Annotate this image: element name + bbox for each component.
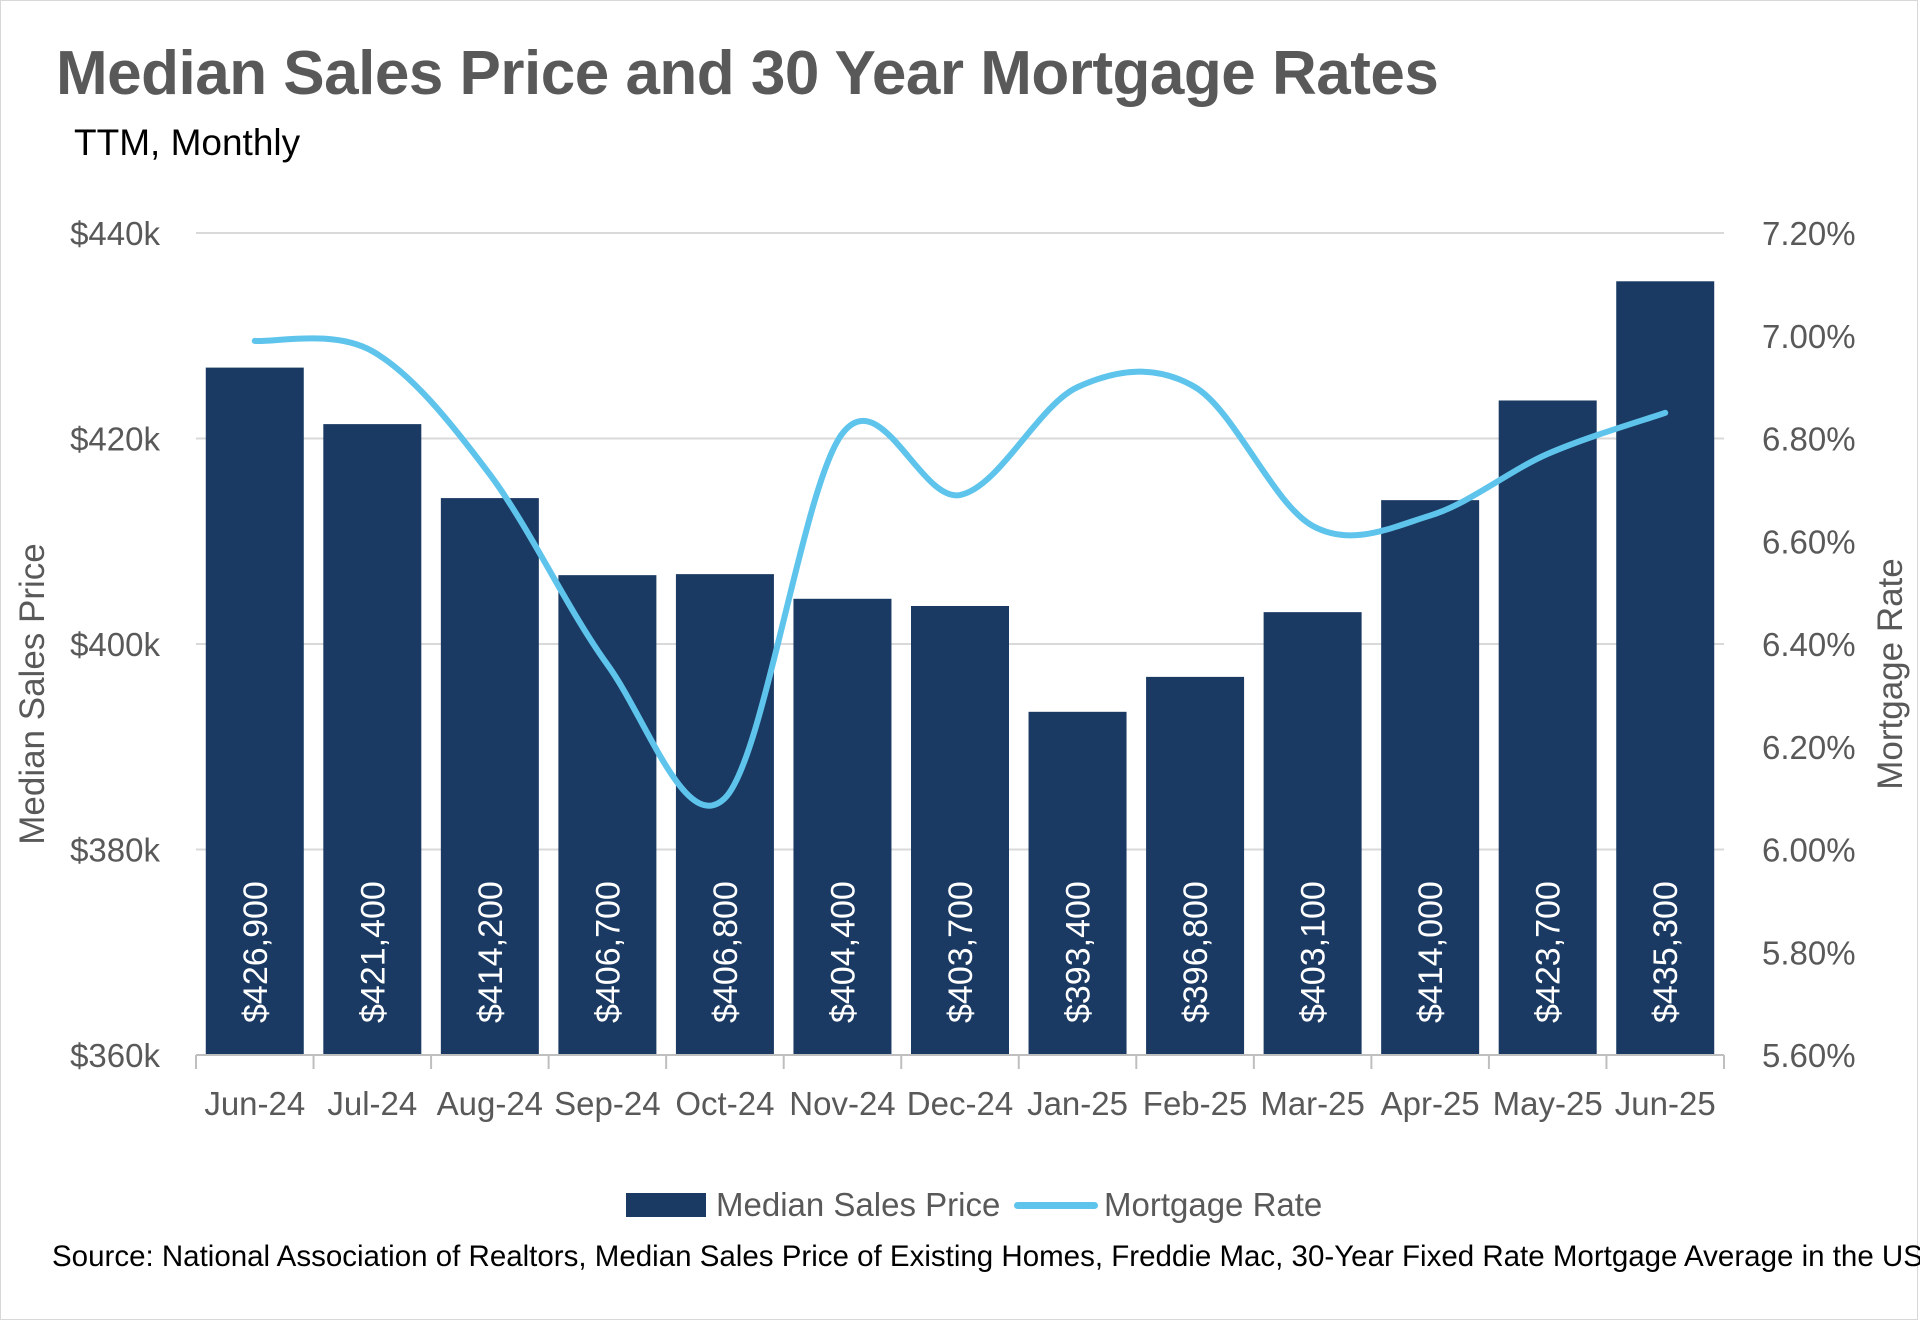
x-tick-label: Mar-25 bbox=[1260, 1085, 1365, 1122]
y-left-axis-title: Median Sales Price bbox=[13, 543, 52, 845]
y-left-tick-label: $380k bbox=[70, 832, 160, 869]
bar-data-label: $414,000 bbox=[1412, 881, 1450, 1023]
source-note: Source: National Association of Realtors… bbox=[52, 1240, 1920, 1273]
mortgage-rate-line bbox=[251, 335, 1669, 809]
bar bbox=[1146, 676, 1245, 1055]
y-left-tick-label: $400k bbox=[70, 626, 160, 663]
y-right-tick-label: 6.20% bbox=[1762, 729, 1856, 766]
bar bbox=[793, 598, 892, 1055]
legend-line-swatch bbox=[1014, 1201, 1098, 1209]
x-tick-label: Jan-25 bbox=[1027, 1085, 1128, 1122]
bar bbox=[1263, 612, 1362, 1055]
bar-data-label: $393,400 bbox=[1060, 881, 1098, 1023]
bar-data-label: $404,400 bbox=[824, 881, 862, 1023]
y-left-tick-label: $440k bbox=[70, 215, 160, 252]
bar bbox=[323, 424, 422, 1055]
bar-data-label: $403,100 bbox=[1295, 881, 1333, 1023]
legend-bar-swatch bbox=[626, 1193, 706, 1217]
x-tick-label: Jun-25 bbox=[1615, 1085, 1716, 1122]
bar-data-label: $414,200 bbox=[472, 881, 510, 1023]
bar-data-label: $406,800 bbox=[707, 881, 745, 1023]
y-right-tick-label: 6.00% bbox=[1762, 832, 1856, 869]
bar-data-label: $396,800 bbox=[1177, 881, 1215, 1023]
y-right-tick-label: 6.40% bbox=[1762, 626, 1856, 663]
bar-data-label: $435,300 bbox=[1647, 881, 1685, 1023]
x-tick-label: Jul-24 bbox=[327, 1085, 417, 1122]
bar bbox=[440, 498, 539, 1056]
legend-item-line: Mortgage Rate bbox=[1014, 1180, 1322, 1230]
y-right-tick-label: 6.80% bbox=[1762, 421, 1856, 458]
y-right-tick-label: 7.20% bbox=[1762, 215, 1856, 252]
legend: Median Sales Price Mortgage Rate bbox=[0, 1180, 1920, 1230]
bar bbox=[1498, 400, 1597, 1055]
bar-data-label: $406,700 bbox=[589, 881, 627, 1023]
y-right-tick-label: 7.00% bbox=[1762, 318, 1856, 355]
x-tick-label: Dec-24 bbox=[907, 1085, 1013, 1122]
x-tick-label: Feb-25 bbox=[1143, 1085, 1248, 1122]
chart-subtitle: TTM, Monthly bbox=[74, 122, 301, 163]
legend-item-bar: Median Sales Price bbox=[626, 1180, 1000, 1230]
y-right-tick-label: 5.60% bbox=[1762, 1037, 1856, 1074]
bar-data-label: $421,400 bbox=[354, 881, 392, 1023]
y-right-axis-title: Mortgage Rate bbox=[1871, 558, 1910, 790]
x-tick-label: Jun-24 bbox=[204, 1085, 305, 1122]
x-tick-label: Aug-24 bbox=[437, 1085, 543, 1122]
bar-data-label: $426,900 bbox=[237, 881, 275, 1023]
y-left-tick-label: $420k bbox=[70, 421, 160, 458]
bar-data-label: $403,700 bbox=[942, 881, 980, 1023]
x-tick-label: Oct-24 bbox=[675, 1085, 774, 1122]
x-tick-label: Sep-24 bbox=[554, 1085, 660, 1122]
x-tick-label: Nov-24 bbox=[789, 1085, 895, 1122]
bar bbox=[1028, 711, 1127, 1055]
x-tick-label: May-25 bbox=[1493, 1085, 1603, 1122]
bar bbox=[675, 574, 774, 1055]
y-right-tick-label: 6.60% bbox=[1762, 523, 1856, 560]
bar bbox=[911, 605, 1009, 1055]
chart-title: Median Sales Price and 30 Year Mortgage … bbox=[56, 39, 1439, 108]
bar-data-label: $423,700 bbox=[1530, 881, 1568, 1023]
x-tick-label: Apr-25 bbox=[1381, 1085, 1480, 1122]
y-left-tick-label: $360k bbox=[70, 1037, 160, 1074]
legend-line-label: Mortgage Rate bbox=[1104, 1186, 1323, 1223]
legend-bar-label: Median Sales Price bbox=[716, 1186, 1001, 1223]
bar bbox=[558, 575, 657, 1055]
bar bbox=[1381, 500, 1480, 1055]
y-right-tick-label: 5.80% bbox=[1762, 934, 1856, 971]
bar bbox=[205, 367, 304, 1055]
